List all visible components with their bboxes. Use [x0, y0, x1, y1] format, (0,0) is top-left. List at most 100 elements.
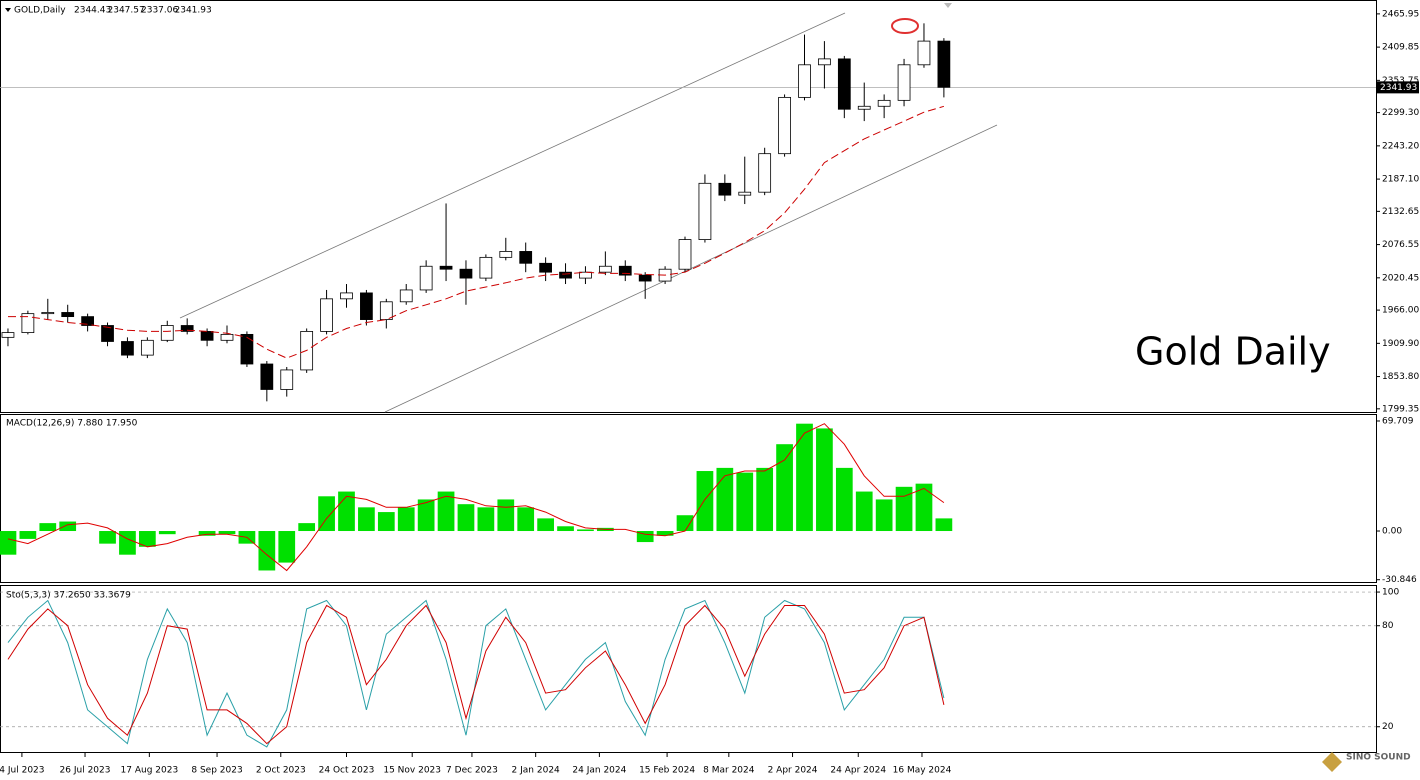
y-tick-label: 2020.45: [1382, 273, 1419, 283]
macd-signal: [7, 423, 945, 572]
macd-bar: [656, 531, 674, 536]
macd-bar: [855, 491, 873, 532]
x-tick-label: 26 Jul 2023: [60, 766, 111, 776]
macd-bar: [198, 531, 216, 536]
macd-bar: [0, 531, 17, 555]
y-tick-label: 1799.35: [1382, 404, 1419, 414]
last-price-label: 2341.93: [1380, 83, 1417, 93]
stochastic-d: [7, 604, 945, 745]
macd-bar: [358, 507, 375, 532]
macd-bar: [278, 531, 296, 563]
x-tick-label: 7 Dec 2023: [446, 766, 498, 776]
candle-body: [340, 292, 353, 300]
candle-body: [559, 271, 572, 279]
candle-body: [539, 262, 552, 273]
y-tick-label: 2465.95: [1382, 9, 1419, 19]
macd-bar: [915, 483, 933, 532]
y-tick-label: 80: [1382, 621, 1394, 631]
macd-bar: [138, 531, 156, 547]
candle-body: [200, 331, 214, 341]
candle-body: [280, 369, 294, 390]
candle-body: [579, 271, 592, 279]
x-tick-label: 24 Apr 2024: [830, 766, 886, 776]
last-price-box: [1377, 81, 1419, 94]
macd-bar: [537, 518, 554, 532]
candle-body: [81, 316, 94, 326]
candle-body: [897, 64, 911, 101]
watermark: SINO SOUND: [1346, 753, 1411, 763]
candle-body: [379, 301, 393, 320]
macd-bar: [895, 486, 913, 532]
x-tick-label: 4 Jul 2023: [0, 766, 45, 776]
y-tick-label: 2076.55: [1382, 240, 1419, 250]
x-tick-label: 17 Aug 2023: [121, 766, 179, 776]
y-tick-label: -30.846: [1382, 575, 1417, 585]
macd-bar: [636, 531, 654, 543]
y-tick-label: 20: [1382, 722, 1394, 732]
symbol-arrow: [5, 8, 11, 12]
y-tick-label: 1966.00: [1382, 306, 1419, 316]
macd-bar: [417, 499, 435, 532]
candle-body: [519, 251, 533, 264]
macd-bar: [776, 444, 793, 532]
candle-body: [121, 341, 134, 356]
x-tick-label: 2 Jan 2024: [512, 766, 560, 776]
x-tick-label: 24 Oct 2023: [319, 766, 375, 776]
peak-marker: [891, 18, 919, 34]
macd-bar: [119, 531, 136, 555]
y-tick-label: 2187.10: [1382, 175, 1419, 185]
candle-body: [419, 265, 433, 291]
x-tick-label: 16 May 2024: [893, 766, 952, 776]
macd-bar: [39, 523, 57, 532]
stochastic-panel: [0, 585, 1377, 753]
candle-body: [21, 313, 35, 334]
macd-bar: [816, 428, 833, 532]
candle-body: [499, 251, 513, 258]
candle-body: [260, 363, 274, 390]
y-tick-label: 69.709: [1382, 416, 1414, 426]
x-tick-label: 8 Mar 2024: [703, 766, 755, 776]
stochastic-k: [7, 599, 945, 748]
macd-bar: [19, 531, 37, 539]
macd-bar: [796, 423, 813, 532]
candle-body: [101, 325, 114, 342]
y-tick-label: 1853.80: [1382, 372, 1419, 382]
macd-bar: [716, 467, 734, 532]
candle-body: [778, 96, 791, 155]
macd-bar: [935, 518, 953, 532]
header-value: 2344.43: [74, 6, 111, 16]
macd-bar: [298, 523, 316, 532]
x-tick-label: 2 Oct 2023: [256, 766, 306, 776]
candle-body: [439, 265, 453, 270]
candle-body: [160, 325, 174, 341]
candle-body: [698, 182, 712, 240]
moving-average: [8, 105, 945, 359]
macd-bar: [59, 521, 77, 532]
x-tick-label: 15 Feb 2024: [639, 766, 695, 776]
y-tick-label: 2243.20: [1382, 141, 1419, 151]
macd-bar: [99, 531, 116, 544]
candle-body: [718, 182, 732, 196]
candle-body: [917, 40, 931, 66]
macd-bar: [676, 515, 694, 532]
macd-title: MACD(12,26,9) 7.880 17.950: [6, 419, 138, 429]
macd-bar: [477, 507, 495, 532]
candle-body: [738, 191, 752, 196]
candle-body: [798, 64, 811, 98]
annotation: Gold Daily: [1135, 330, 1331, 374]
macd-bar: [577, 529, 594, 532]
macd-bar: [835, 467, 853, 532]
y-tick-label: 1909.90: [1382, 339, 1419, 349]
y-tick-label: 2409.85: [1382, 43, 1419, 53]
symbol-title: GOLD,Daily: [14, 6, 66, 16]
macd-bar: [377, 512, 395, 532]
stochastic-title: Sto(5,3,3) 37.2650 33.3679: [6, 591, 131, 601]
candle-body: [459, 268, 473, 279]
x-tick-label: 24 Jan 2024: [572, 766, 626, 776]
main-panel: [0, 0, 1377, 413]
y-tick-label: 2353.75: [1382, 76, 1419, 86]
macd-bar: [875, 499, 893, 532]
candle-body: [140, 339, 154, 356]
macd-bar: [497, 499, 515, 532]
